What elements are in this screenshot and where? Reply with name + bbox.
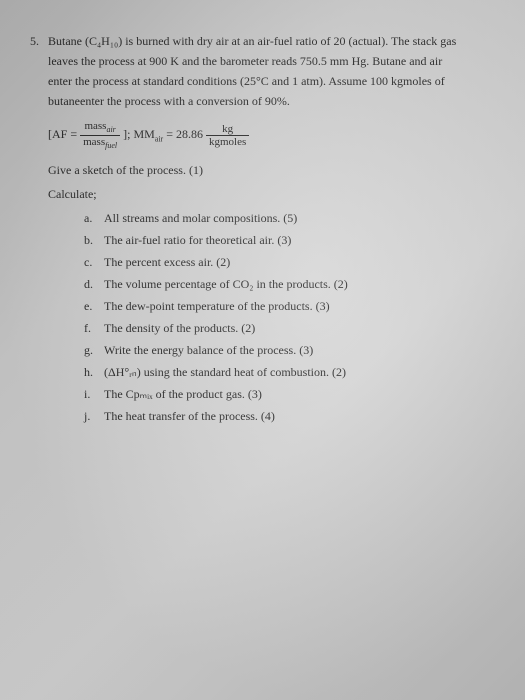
intro-line-1: Butane (C₄H₁₀) is burned with dry air at… — [48, 32, 487, 50]
formula-row: [AF = massair massfuel ]; MMair = 28.86 … — [48, 120, 487, 151]
item-text: Write the energy balance of the process.… — [104, 341, 487, 359]
unit-num: kg — [206, 123, 249, 136]
af-frac-den: massfuel — [80, 136, 120, 151]
item-text: The dew-point temperature of the product… — [104, 297, 487, 315]
frac-num-text: mass — [84, 120, 106, 132]
item-letter: j. — [84, 407, 104, 425]
item-letter: h. — [84, 363, 104, 381]
unit-fraction: kg kgmoles — [206, 123, 249, 148]
item-letter: f. — [84, 319, 104, 337]
list-item: a. All streams and molar compositions. (… — [84, 209, 487, 227]
af-frac-num: massair — [80, 120, 120, 136]
item-text: All streams and molar compositions. (5) — [104, 209, 487, 227]
intro-line-4: butaneenter the process with a conversio… — [48, 92, 487, 110]
subquestion-list: a. All streams and molar compositions. (… — [84, 209, 487, 425]
list-item: f. The density of the products. (2) — [84, 319, 487, 337]
item-letter: g. — [84, 341, 104, 359]
sketch-prompt: Give a sketch of the process. (1) — [48, 161, 487, 179]
item-text: The density of the products. (2) — [104, 319, 487, 337]
list-item: b. The air-fuel ratio for theoretical ai… — [84, 231, 487, 249]
item-letter: e. — [84, 297, 104, 315]
formula-equals: = 28.86 — [166, 127, 203, 141]
item-text: (ΔH°ᵣₙ) using the standard heat of combu… — [104, 363, 487, 381]
list-item: e. The dew-point temperature of the prod… — [84, 297, 487, 315]
frac-num-sub: air — [106, 125, 115, 134]
list-item: i. The Cpₘᵢₓ of the product gas. (3) — [84, 385, 487, 403]
frac-den-sub: fuel — [105, 141, 117, 150]
list-item: d. The volume percentage of CO₂ in the p… — [84, 275, 487, 293]
item-text: The air-fuel ratio for theoretical air. … — [104, 231, 487, 249]
mm-sub: air — [155, 135, 163, 144]
list-item: h. (ΔH°ᵣₙ) using the standard heat of co… — [84, 363, 487, 381]
item-letter: i. — [84, 385, 104, 403]
item-text: The Cpₘᵢₓ of the product gas. (3) — [104, 385, 487, 403]
item-text: The percent excess air. (2) — [104, 253, 487, 271]
item-letter: c. — [84, 253, 104, 271]
formula-close: ]; MM — [123, 127, 155, 141]
item-text: The volume percentage of CO₂ in the prod… — [104, 275, 487, 293]
item-text: The heat transfer of the process. (4) — [104, 407, 487, 425]
problem-number: 5. — [30, 32, 39, 50]
list-item: g. Write the energy balance of the proce… — [84, 341, 487, 359]
frac-den-text: mass — [83, 136, 105, 148]
list-item: j. The heat transfer of the process. (4) — [84, 407, 487, 425]
intro-line-3: enter the process at standard conditions… — [48, 72, 487, 90]
unit-den: kgmoles — [206, 136, 249, 148]
item-letter: a. — [84, 209, 104, 227]
af-open: [AF = — [48, 127, 77, 141]
item-letter: b. — [84, 231, 104, 249]
af-fraction: massair massfuel — [80, 120, 120, 151]
calculate-heading: Calculate; — [48, 185, 487, 203]
item-letter: d. — [84, 275, 104, 293]
intro-line-2: leaves the process at 900 K and the baro… — [48, 52, 487, 70]
list-item: c. The percent excess air. (2) — [84, 253, 487, 271]
problem-intro: 5. Butane (C₄H₁₀) is burned with dry air… — [48, 32, 487, 110]
